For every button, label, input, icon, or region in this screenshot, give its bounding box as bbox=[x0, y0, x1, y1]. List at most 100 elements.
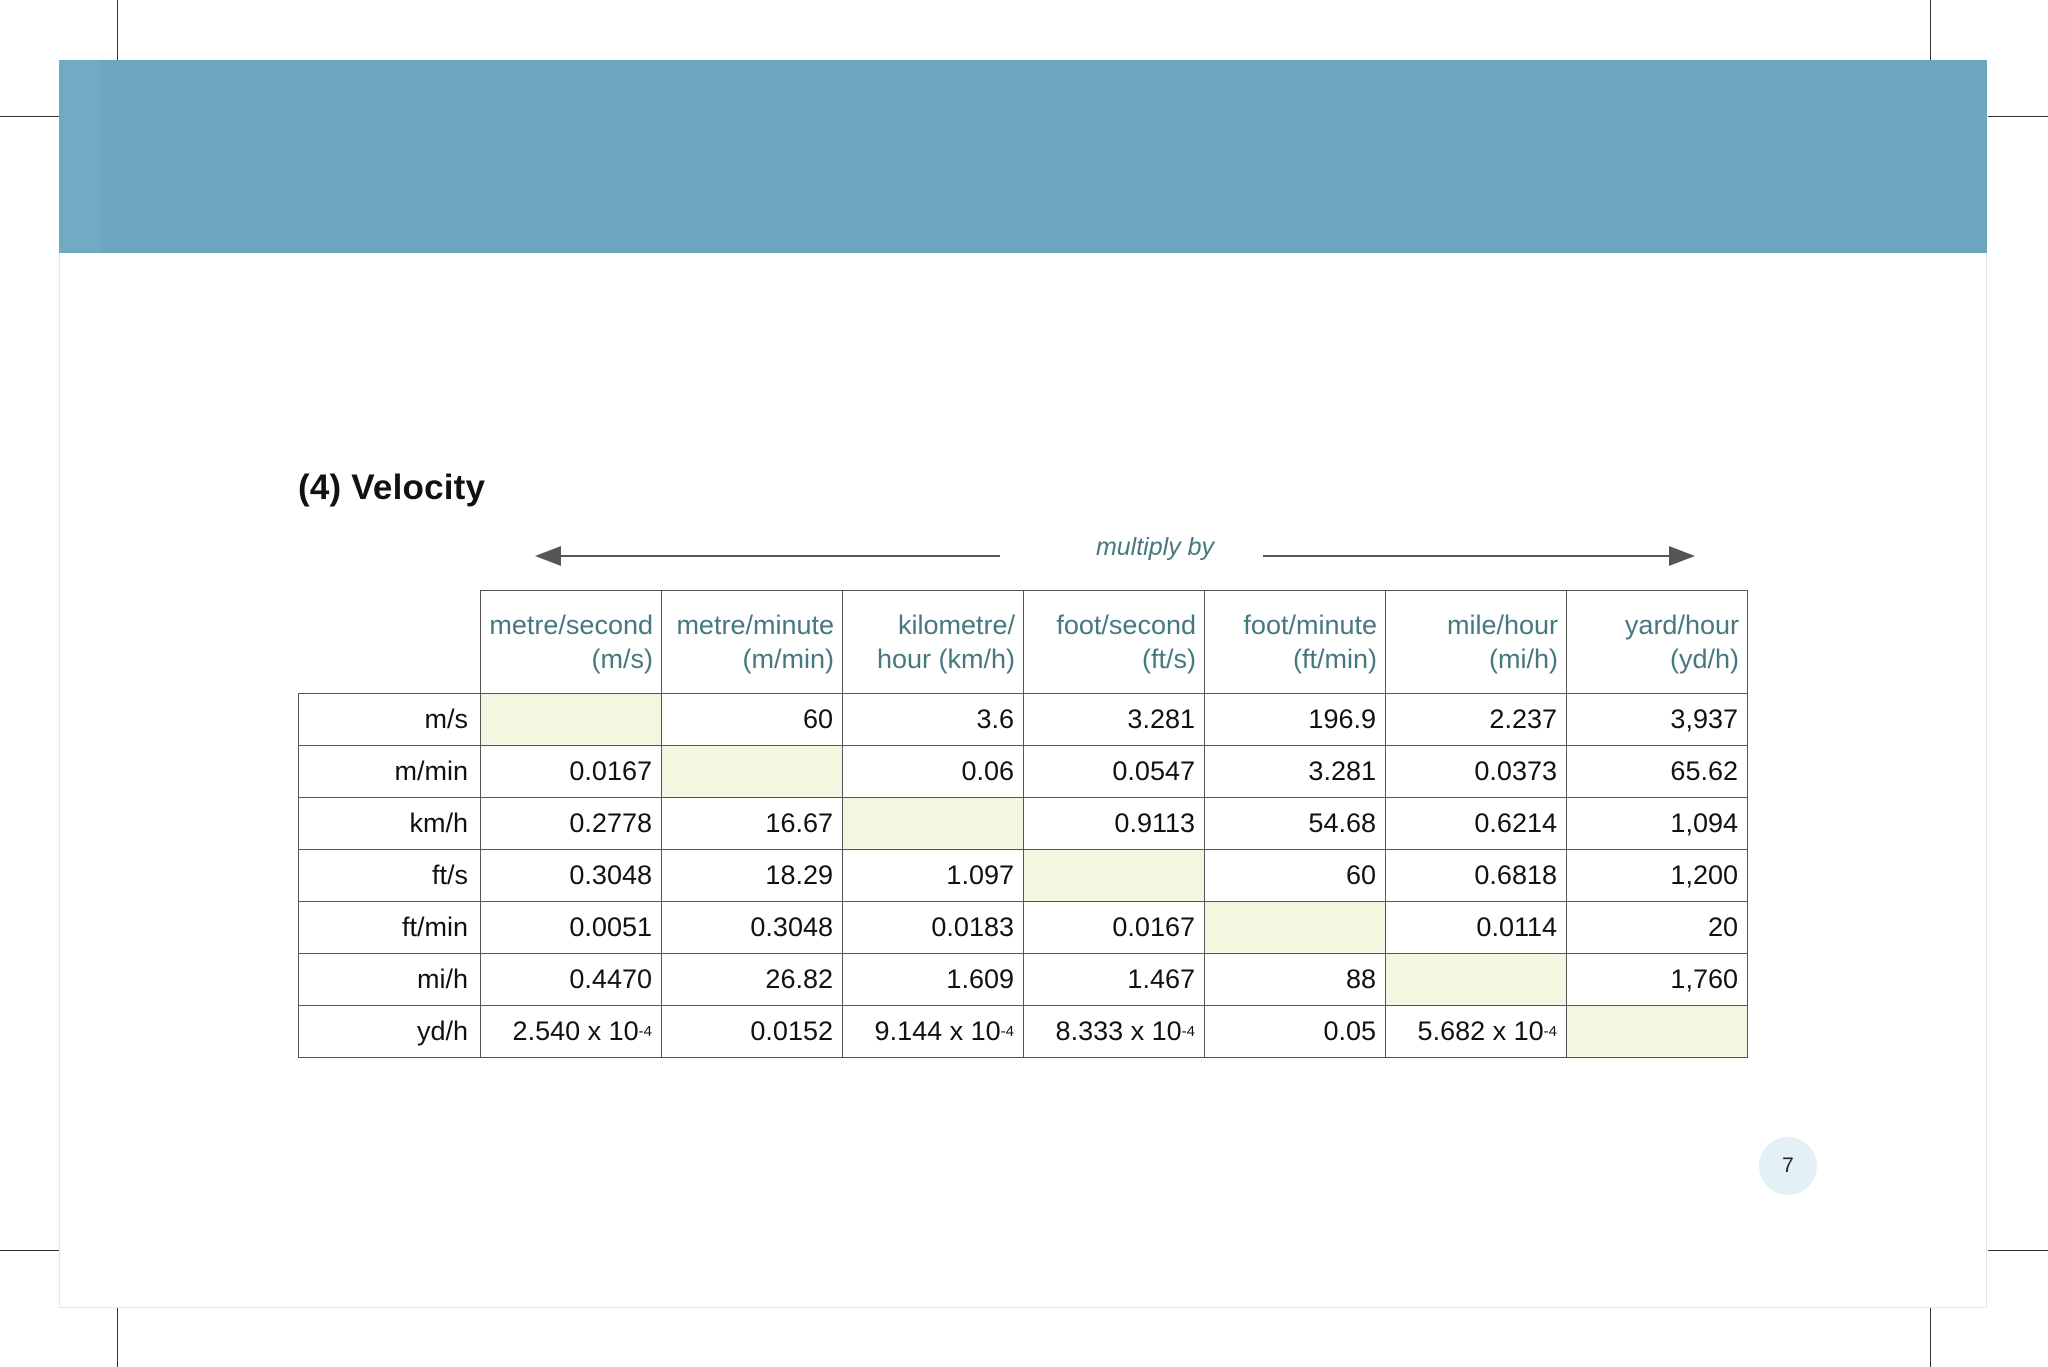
table-row: m/s 60 3.6 3.281 196.9 2.237 3,937 bbox=[298, 693, 1748, 746]
column-header: yard/hour (yd/h) bbox=[1566, 590, 1748, 694]
table-cell: 0.0152 bbox=[661, 1005, 843, 1058]
table-cell: 20 bbox=[1566, 901, 1748, 954]
table-cell: 0.0167 bbox=[1023, 901, 1205, 954]
table-cell: 16.67 bbox=[661, 797, 843, 850]
column-header-line: foot/second bbox=[1056, 610, 1196, 640]
table-cell: 5.682 x 10-4 bbox=[1385, 1005, 1567, 1058]
page-number-badge: 7 bbox=[1759, 1137, 1817, 1195]
row-header: ft/min bbox=[298, 901, 481, 954]
table-cell: 88 bbox=[1204, 953, 1386, 1006]
header-row: metre/second (m/s) metre/minute (m/min) kilo… bbox=[299, 590, 1748, 694]
table-cell: 0.6818 bbox=[1385, 849, 1567, 902]
velocity-conversion-table: metre/second (m/s) metre/minute (m/min) kilo… bbox=[298, 590, 1748, 1058]
diagonal-cell bbox=[1023, 849, 1205, 902]
header-corner bbox=[299, 591, 481, 694]
column-header: metre/second (m/s) bbox=[480, 590, 662, 694]
table-cell: 3,937 bbox=[1566, 693, 1748, 746]
table-cell: 65.62 bbox=[1566, 745, 1748, 798]
crop-mark bbox=[1930, 0, 1931, 60]
table-cell: 0.06 bbox=[842, 745, 1024, 798]
header-banner bbox=[59, 60, 1987, 253]
table-cell: 1,094 bbox=[1566, 797, 1748, 850]
table-cell: 3.281 bbox=[1204, 745, 1386, 798]
row-header: m/s bbox=[298, 693, 481, 746]
row-header: yd/h bbox=[298, 1005, 481, 1058]
crop-mark bbox=[0, 1250, 60, 1251]
diagonal-cell bbox=[480, 693, 662, 746]
arrow-line-right bbox=[1263, 555, 1678, 557]
crop-mark bbox=[1930, 1307, 1931, 1367]
cell-mantissa: 8.333 x 10 bbox=[1055, 1016, 1182, 1046]
table-cell: 0.4470 bbox=[480, 953, 662, 1006]
crop-mark bbox=[0, 116, 60, 117]
cell-exponent: -4 bbox=[1181, 1023, 1195, 1040]
multiply-by-indicator: multiply by bbox=[535, 530, 1695, 580]
table-cell: 0.0051 bbox=[480, 901, 662, 954]
table-cell: 1.609 bbox=[842, 953, 1024, 1006]
column-header: metre/minute (m/min) bbox=[661, 590, 843, 694]
arrow-line-left bbox=[555, 555, 1000, 557]
column-header-unit: (m/s) bbox=[591, 644, 653, 674]
row-header: km/h bbox=[298, 797, 481, 850]
column-header-unit: (mi/h) bbox=[1489, 644, 1558, 674]
column-header-line: metre/minute bbox=[676, 610, 834, 640]
table-cell: 26.82 bbox=[661, 953, 843, 1006]
row-header: m/min bbox=[298, 745, 481, 798]
table-cell: 0.3048 bbox=[661, 901, 843, 954]
crop-mark bbox=[117, 1307, 118, 1367]
cell-exponent: -4 bbox=[638, 1023, 652, 1040]
table-row: ft/min 0.0051 0.3048 0.0183 0.0167 0.0114 20 bbox=[298, 901, 1748, 954]
table-cell: 0.05 bbox=[1204, 1005, 1386, 1058]
table-row: mi/h 0.4470 26.82 1.609 1.467 88 1,760 bbox=[298, 953, 1748, 1006]
table-cell: 0.0183 bbox=[842, 901, 1024, 954]
table-cell: 60 bbox=[1204, 849, 1386, 902]
table-cell: 3.6 bbox=[842, 693, 1024, 746]
column-header-unit: (ft/s) bbox=[1142, 644, 1196, 674]
crop-mark bbox=[1988, 116, 2048, 117]
table-cell: 8.333 x 10-4 bbox=[1023, 1005, 1205, 1058]
cell-exponent: -4 bbox=[1000, 1023, 1014, 1040]
cell-exponent: -4 bbox=[1543, 1023, 1557, 1040]
column-header: foot/second (ft/s) bbox=[1023, 590, 1205, 694]
cell-mantissa: 9.144 x 10 bbox=[874, 1016, 1001, 1046]
table-cell: 0.6214 bbox=[1385, 797, 1567, 850]
cell-mantissa: 5.682 x 10 bbox=[1417, 1016, 1544, 1046]
section-title: (4) Velocity bbox=[298, 468, 486, 507]
table-cell: 0.0373 bbox=[1385, 745, 1567, 798]
table-cell: 1,760 bbox=[1566, 953, 1748, 1006]
table-cell: 2.237 bbox=[1385, 693, 1567, 746]
table-cell: 0.0167 bbox=[480, 745, 662, 798]
column-header-line: yard/hour bbox=[1624, 610, 1739, 640]
table-body: m/s 60 3.6 3.281 196.9 2.237 3,937 m/min 0.0167 0… bbox=[298, 693, 1748, 1058]
table-cell: 1.097 bbox=[842, 849, 1024, 902]
diagonal-cell bbox=[661, 745, 843, 798]
arrow-left-icon bbox=[535, 546, 561, 566]
diagonal-cell bbox=[1204, 901, 1386, 954]
arrow-right-icon bbox=[1669, 546, 1695, 566]
diagonal-cell bbox=[1566, 1005, 1748, 1058]
column-header-line: mile/hour bbox=[1446, 610, 1558, 640]
table-cell: 9.144 x 10-4 bbox=[842, 1005, 1024, 1058]
table-cell: 3.281 bbox=[1023, 693, 1205, 746]
column-header: mile/hour (mi/h) bbox=[1385, 590, 1567, 694]
row-header: mi/h bbox=[298, 953, 481, 1006]
table-cell: 196.9 bbox=[1204, 693, 1386, 746]
column-header-unit: (yd/h) bbox=[1669, 644, 1739, 674]
column-header: kilometre/hour (km/h) bbox=[842, 590, 1024, 694]
table-cell: 1,200 bbox=[1566, 849, 1748, 902]
table-cell: 60 bbox=[661, 693, 843, 746]
column-header-line: metre/second bbox=[489, 610, 653, 640]
diagonal-cell bbox=[1385, 953, 1567, 1006]
table-cell: 1.467 bbox=[1023, 953, 1205, 1006]
table-cell: 0.3048 bbox=[480, 849, 662, 902]
row-header: ft/s bbox=[298, 849, 481, 902]
table-header: metre/second (m/s) metre/minute (m/min) kilo… bbox=[299, 590, 1748, 694]
table-row: km/h 0.2778 16.67 0.9113 54.68 0.6214 1,094 bbox=[298, 797, 1748, 850]
table-cell: 0.0547 bbox=[1023, 745, 1205, 798]
column-header-unit: hour (km/h) bbox=[876, 644, 1015, 674]
table-cell: 0.9113 bbox=[1023, 797, 1205, 850]
header-banner-edge bbox=[59, 60, 99, 253]
column-header-unit: (ft/min) bbox=[1293, 644, 1377, 674]
multiply-by-label: multiply by bbox=[1095, 533, 1215, 561]
table-row: m/min 0.0167 0.06 0.0547 3.281 0.0373 65.62 bbox=[298, 745, 1748, 798]
